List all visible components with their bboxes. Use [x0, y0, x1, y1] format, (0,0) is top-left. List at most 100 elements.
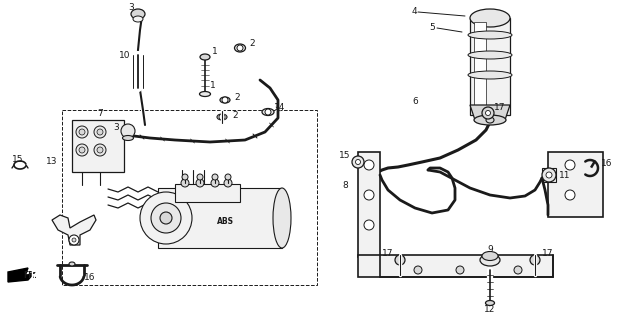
Ellipse shape	[234, 44, 246, 52]
FancyBboxPatch shape	[358, 152, 380, 257]
Ellipse shape	[200, 54, 210, 60]
Polygon shape	[158, 188, 282, 248]
Ellipse shape	[468, 71, 512, 79]
Text: 13: 13	[46, 157, 58, 167]
Text: ABS: ABS	[216, 218, 234, 227]
Ellipse shape	[486, 117, 494, 123]
Circle shape	[79, 147, 85, 153]
Text: 6: 6	[412, 98, 418, 106]
Text: 4: 4	[411, 8, 417, 17]
Circle shape	[530, 255, 540, 265]
Circle shape	[565, 160, 575, 170]
Circle shape	[79, 129, 85, 135]
Text: 12: 12	[484, 305, 496, 313]
Text: 1: 1	[212, 48, 218, 57]
Circle shape	[94, 126, 106, 138]
Circle shape	[97, 129, 103, 135]
Ellipse shape	[482, 252, 498, 260]
Text: 3: 3	[113, 124, 119, 132]
Circle shape	[265, 109, 271, 115]
Circle shape	[211, 179, 219, 187]
Ellipse shape	[122, 136, 134, 141]
FancyBboxPatch shape	[470, 18, 510, 115]
Circle shape	[76, 144, 88, 156]
Circle shape	[364, 190, 374, 200]
Ellipse shape	[468, 51, 512, 59]
Polygon shape	[470, 105, 510, 120]
Circle shape	[482, 107, 494, 119]
Text: 17: 17	[382, 249, 394, 258]
Text: 8: 8	[342, 181, 348, 189]
Ellipse shape	[133, 16, 143, 22]
Circle shape	[237, 45, 243, 51]
Circle shape	[197, 174, 203, 180]
Circle shape	[364, 160, 374, 170]
Circle shape	[181, 179, 189, 187]
Circle shape	[565, 190, 575, 200]
Circle shape	[486, 110, 490, 115]
Circle shape	[212, 174, 218, 180]
Text: 1: 1	[210, 80, 216, 90]
Ellipse shape	[262, 109, 274, 115]
Ellipse shape	[69, 262, 75, 266]
Circle shape	[160, 212, 172, 224]
Text: 7: 7	[97, 109, 103, 117]
Ellipse shape	[474, 115, 506, 125]
Text: 9: 9	[487, 245, 493, 254]
Text: 14: 14	[275, 102, 285, 111]
FancyBboxPatch shape	[175, 184, 240, 202]
Text: FR.: FR.	[23, 271, 37, 280]
Ellipse shape	[131, 9, 145, 19]
Circle shape	[72, 238, 76, 242]
Circle shape	[546, 172, 552, 178]
Text: 15: 15	[12, 156, 24, 165]
Ellipse shape	[486, 300, 495, 305]
Text: FR.: FR.	[30, 271, 44, 280]
Circle shape	[121, 124, 135, 138]
Text: 5: 5	[429, 23, 435, 33]
Ellipse shape	[200, 91, 211, 96]
Circle shape	[514, 266, 522, 274]
FancyBboxPatch shape	[474, 22, 486, 107]
Circle shape	[352, 156, 364, 168]
Circle shape	[69, 235, 79, 245]
Ellipse shape	[217, 114, 227, 120]
Circle shape	[196, 179, 204, 187]
Text: 2: 2	[234, 93, 240, 101]
Circle shape	[225, 174, 231, 180]
Text: 10: 10	[119, 50, 131, 59]
Ellipse shape	[470, 9, 510, 27]
Ellipse shape	[273, 188, 291, 248]
Text: 3: 3	[128, 3, 134, 13]
Polygon shape	[8, 268, 35, 282]
FancyBboxPatch shape	[358, 255, 553, 277]
Circle shape	[395, 255, 405, 265]
Text: 16: 16	[601, 158, 612, 167]
Ellipse shape	[468, 31, 512, 39]
Text: 2: 2	[232, 110, 238, 120]
Ellipse shape	[220, 97, 230, 103]
Ellipse shape	[480, 254, 500, 266]
Circle shape	[94, 144, 106, 156]
Text: 17: 17	[494, 104, 506, 112]
Text: 15: 15	[339, 151, 351, 160]
Circle shape	[224, 179, 232, 187]
Circle shape	[97, 147, 103, 153]
Circle shape	[364, 220, 374, 230]
Circle shape	[542, 168, 556, 182]
FancyBboxPatch shape	[548, 152, 603, 217]
Circle shape	[414, 266, 422, 274]
Text: 17: 17	[542, 249, 554, 258]
Circle shape	[456, 266, 464, 274]
Circle shape	[140, 192, 192, 244]
Circle shape	[151, 203, 181, 233]
Text: 2: 2	[249, 39, 255, 49]
Text: 16: 16	[84, 274, 96, 283]
Circle shape	[182, 174, 188, 180]
Circle shape	[76, 126, 88, 138]
Polygon shape	[52, 215, 96, 245]
FancyBboxPatch shape	[72, 120, 124, 172]
Circle shape	[222, 97, 228, 103]
Circle shape	[219, 114, 225, 120]
Text: 11: 11	[559, 171, 571, 179]
